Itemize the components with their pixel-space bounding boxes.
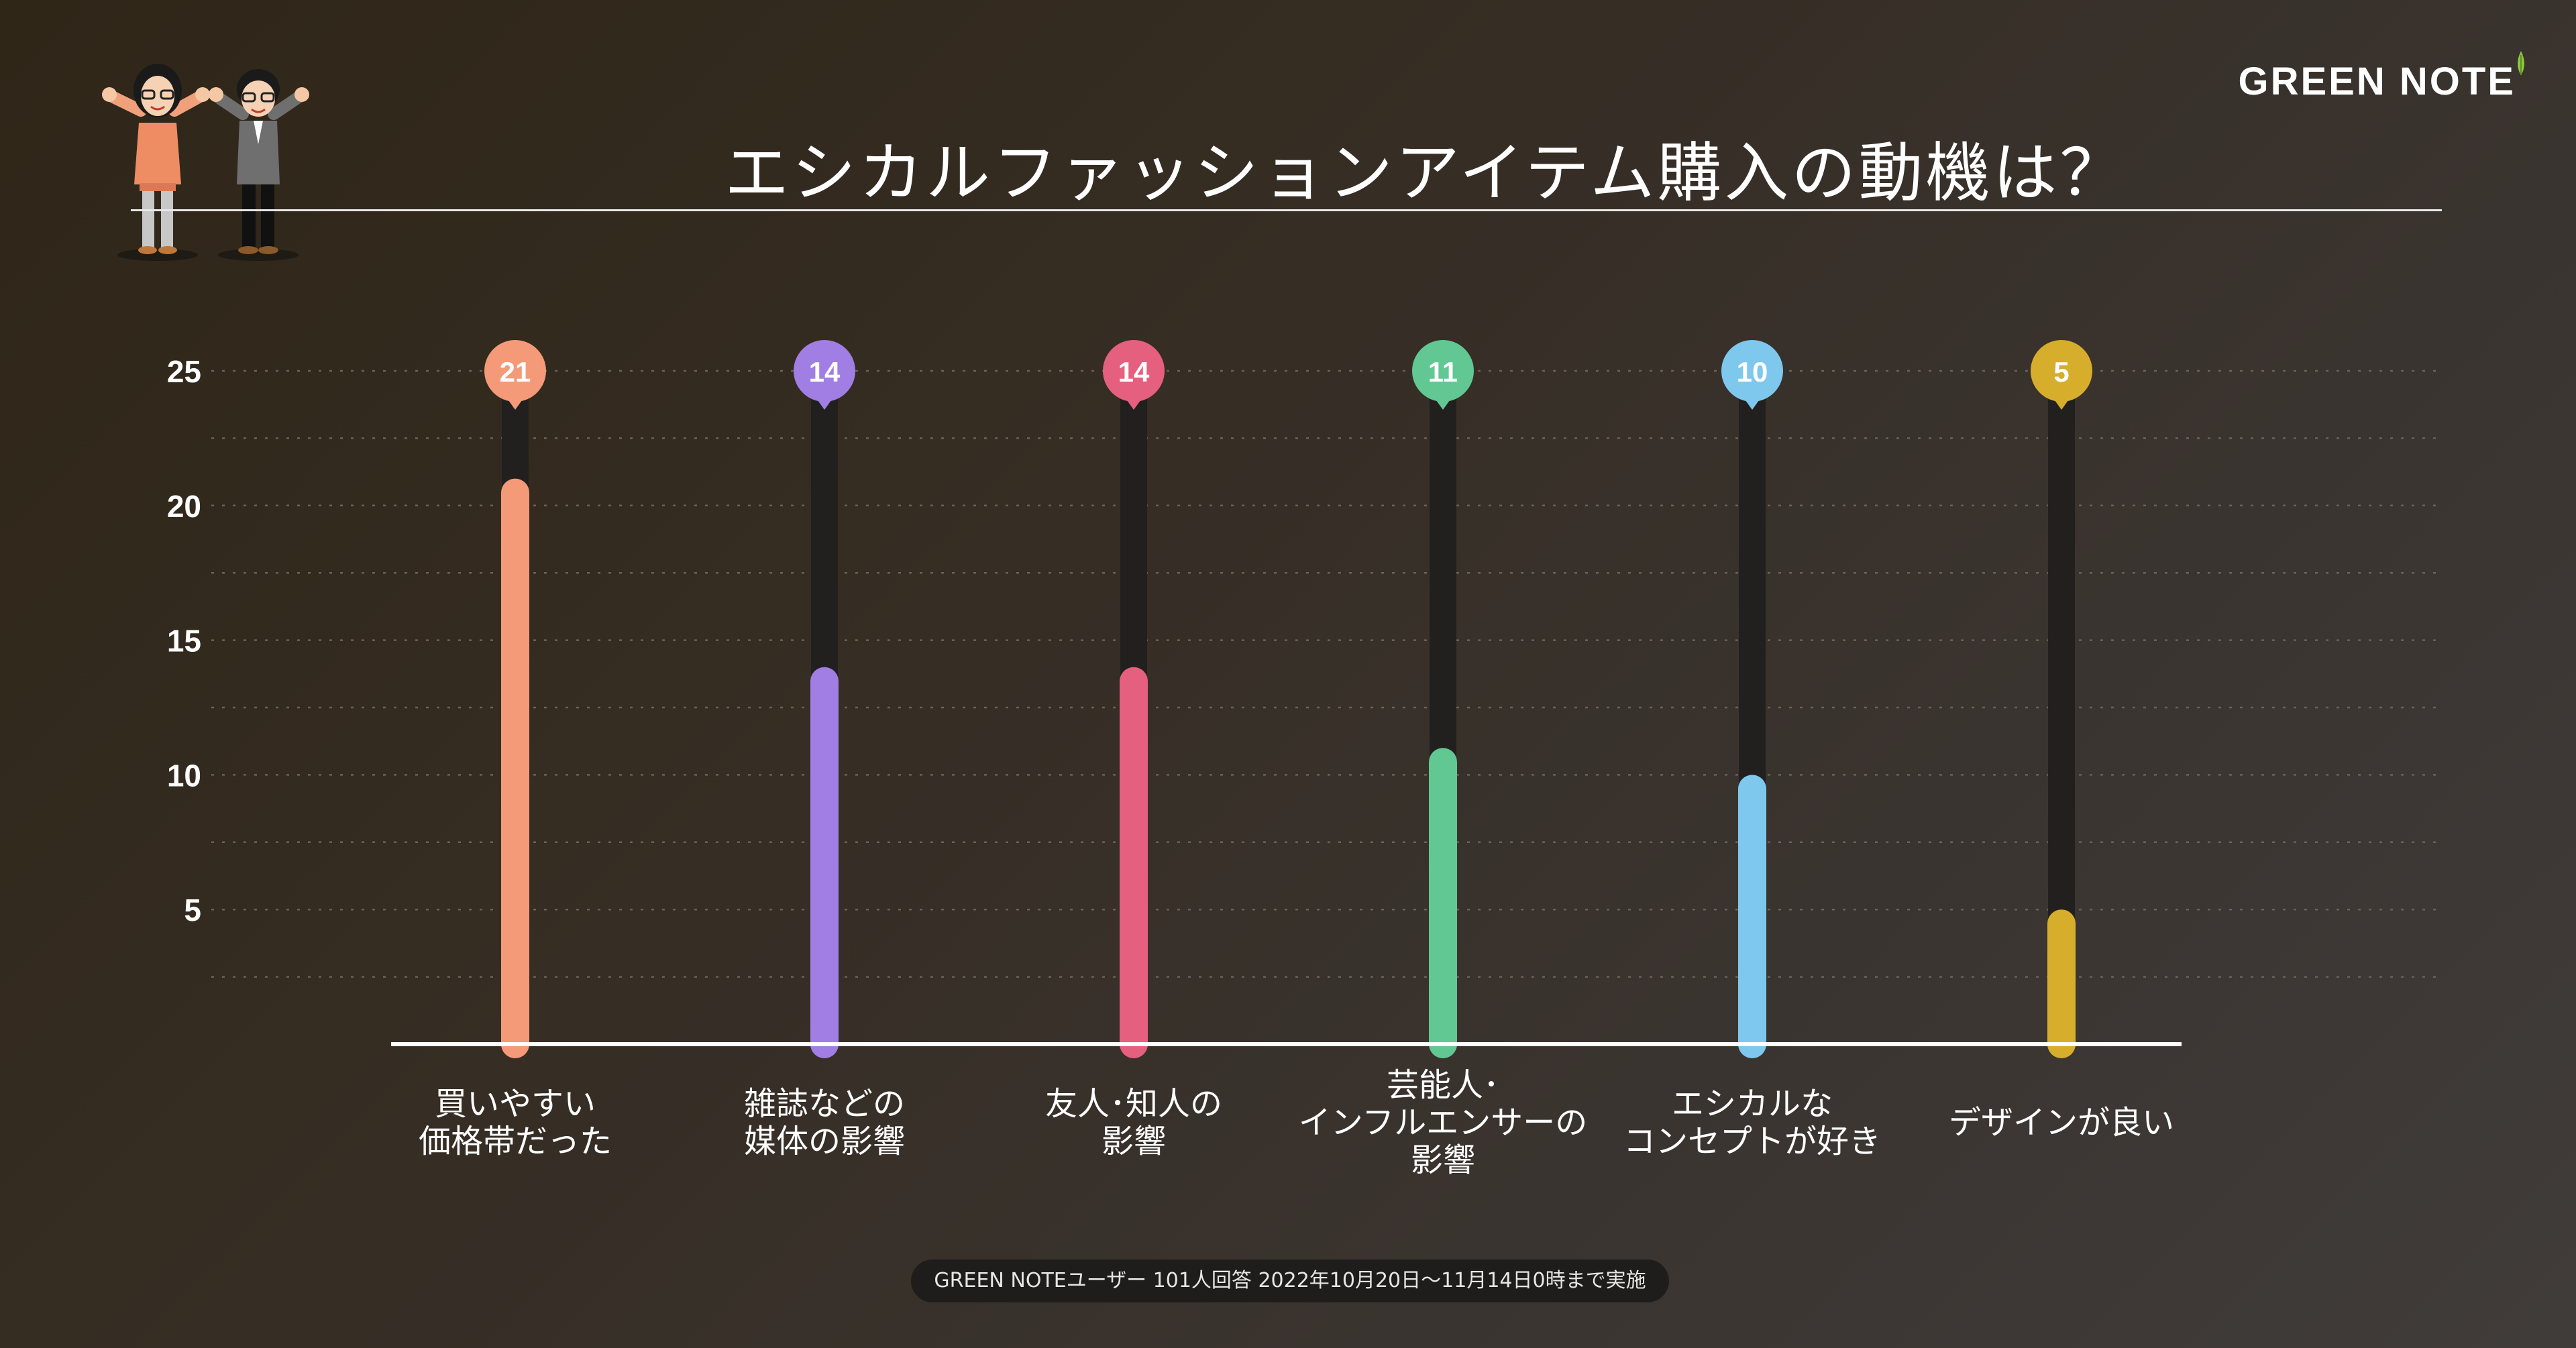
cheering-people-illustration (101, 64, 322, 265)
value-badge (794, 340, 855, 402)
category-labels: 買いやすい価格帯だった 雑誌などの媒体の影響 友人･知人の影響 芸能人･インフルエンサ… (419, 1066, 2174, 1179)
leaf-icon (2518, 51, 2524, 75)
brand-logo: GREEN NOTE (2238, 60, 2516, 103)
data-label: 5 (2053, 356, 2069, 388)
y-tick-label: 15 (167, 624, 201, 659)
bar (501, 478, 529, 1058)
value-badge (484, 340, 546, 402)
y-tick-label: 25 (167, 354, 201, 389)
survey-footnote: GREEN NOTEユーザー 101人回答 2022年10月20日〜11月14日… (911, 1259, 1669, 1302)
data-label: 11 (1428, 356, 1458, 388)
y-axis-ticks: 5 10 15 20 25 (167, 354, 201, 928)
bar (810, 667, 839, 1058)
bar (2047, 909, 2076, 1058)
data-label: 14 (809, 356, 841, 388)
y-tick-label: 10 (167, 758, 201, 793)
y-tick-label: 5 (184, 893, 201, 928)
category-label: 芸能人･インフルエンサーの影響 (1299, 1066, 1588, 1179)
category-label: 友人･知人の影響 (1045, 1085, 1222, 1160)
category-label: デザインが良い (1949, 1104, 2174, 1141)
bar (1120, 667, 1148, 1058)
data-label: 14 (1118, 356, 1150, 388)
category-label: 買いやすい価格帯だった (419, 1085, 612, 1160)
data-label: 21 (500, 356, 531, 388)
value-badge (2031, 340, 2092, 402)
data-label: 10 (1737, 356, 1768, 388)
category-label: 雑誌などの媒体の影響 (744, 1085, 905, 1160)
value-badge (1412, 340, 1474, 402)
bar (1738, 775, 1766, 1058)
value-badge (1721, 340, 1783, 402)
bars: 21 14 14 11 10 5 (484, 340, 2092, 1058)
gridlines (211, 370, 2442, 978)
bar (1429, 748, 1457, 1058)
y-tick-label: 20 (167, 489, 201, 524)
category-label: エシカルなコンセプトが好き (1623, 1085, 1881, 1160)
page-title: エシカルファッションアイテム購入の動機は？ (724, 135, 2127, 211)
value-badge (1103, 340, 1165, 402)
title-divider (131, 209, 2442, 211)
